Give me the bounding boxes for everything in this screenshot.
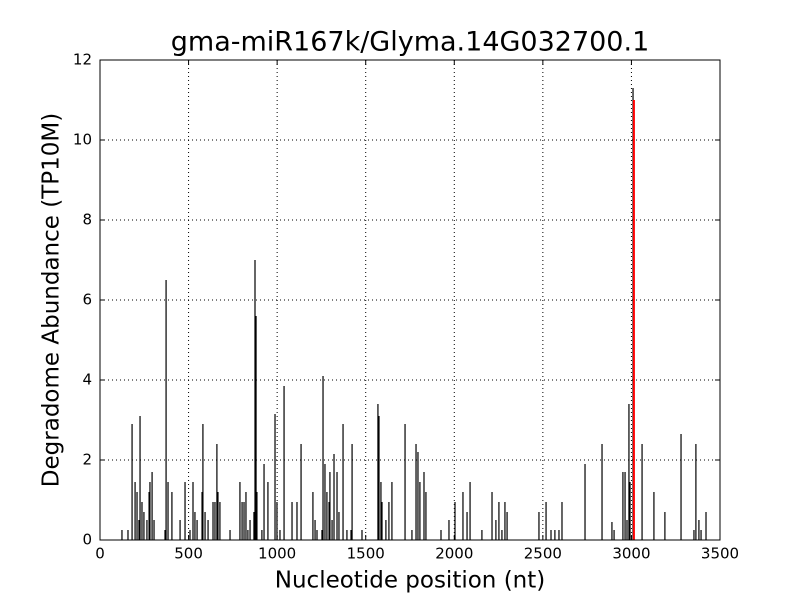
y-axis-label: Degradome Abundance (TP10M) (39, 113, 65, 487)
x-tick-label: 3000 (612, 545, 650, 563)
y-tick-label: 10 (73, 131, 92, 149)
y-tick-label: 8 (82, 211, 92, 229)
x-axis-label: Nucleotide position (nt) (275, 568, 545, 594)
x-tick-label: 2000 (435, 545, 473, 563)
x-tick-label: 0 (95, 545, 105, 563)
y-tick-label: 4 (82, 371, 92, 389)
x-tick-label: 3500 (701, 545, 739, 563)
y-tick-label: 0 (82, 531, 92, 549)
chart-title: gma-miR167k/Glyma.14G032700.1 (171, 27, 650, 58)
y-tick-label: 2 (82, 451, 92, 469)
y-tick-label: 6 (82, 291, 92, 309)
x-tick-label: 500 (174, 545, 203, 563)
x-tick-label: 1500 (347, 545, 385, 563)
y-tick-label: 12 (73, 51, 92, 69)
x-tick-label: 2500 (524, 545, 562, 563)
plot-frame (99, 59, 721, 541)
x-tick-label: 1000 (258, 545, 296, 563)
